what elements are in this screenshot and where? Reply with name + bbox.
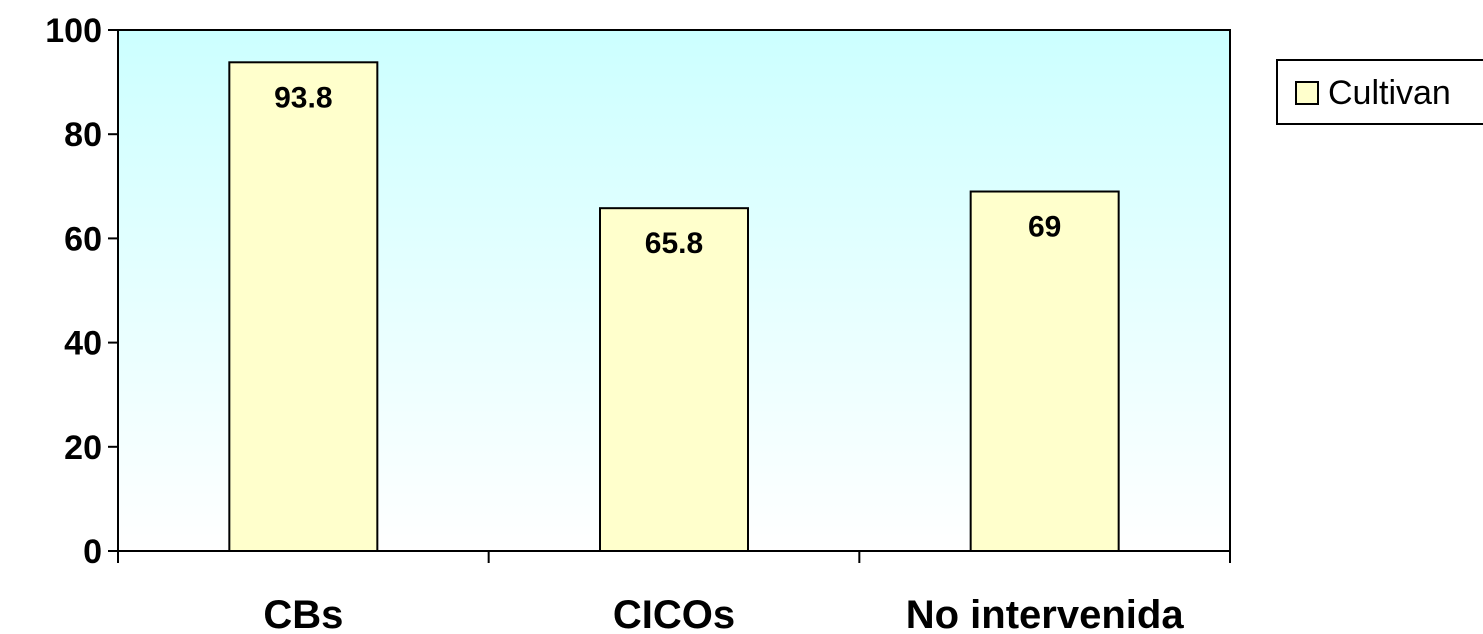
y-tick-label: 0	[83, 533, 102, 571]
labels-group: 0 20 40 60 80 100 93.8 CBs 65.8 CICOs 69 No interve…	[45, 12, 1184, 634]
y-tick-label: 40	[64, 325, 102, 363]
x-category-label: No intervenida	[906, 593, 1185, 634]
bar-2	[969, 190, 1120, 552]
bar-0	[228, 61, 379, 552]
data-label: 69	[1028, 211, 1061, 244]
y-tick-label: 100	[45, 12, 102, 50]
bar-1	[599, 207, 749, 552]
bars-group	[228, 61, 1120, 552]
y-tick-label: 80	[64, 116, 102, 154]
y-tick-label: 20	[64, 429, 102, 467]
axes-group	[108, 29, 1231, 563]
legend-label: Cultivan	[1328, 74, 1451, 112]
data-label: 93.8	[274, 81, 332, 114]
x-category-label: CICOs	[613, 593, 735, 634]
data-label: 65.8	[645, 227, 703, 260]
legend-swatch	[1295, 81, 1319, 105]
legend: Cultivan	[1276, 59, 1483, 125]
x-category-label: CBs	[263, 593, 343, 634]
y-tick-label: 60	[64, 220, 102, 258]
